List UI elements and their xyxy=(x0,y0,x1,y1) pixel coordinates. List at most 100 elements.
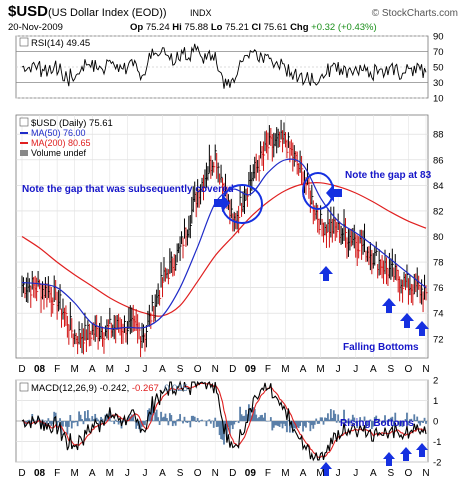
macd-hist-bar xyxy=(376,421,379,423)
macd-hist-bar xyxy=(389,417,392,422)
macd-hist-bar xyxy=(331,417,334,422)
macd-hist-bar xyxy=(242,416,244,422)
macd-hist-bar xyxy=(381,421,383,424)
x-axis-label: M xyxy=(106,364,114,375)
rsi-axis-ticks: 90 70 50 30 10 xyxy=(433,32,444,105)
macd-hist-bar xyxy=(66,421,69,435)
macd-hist-bar xyxy=(272,421,275,428)
legend-ma50: MA(50) 76.00 xyxy=(31,128,86,138)
macd-hist-bar xyxy=(199,420,202,422)
x-axis-label: M xyxy=(281,364,289,375)
macd-hist-bar xyxy=(211,420,214,422)
macd-hist-bar xyxy=(350,419,353,422)
volume-swatch xyxy=(20,150,28,156)
macd-hist-bar xyxy=(305,421,307,428)
macd-hist-bar xyxy=(255,414,258,422)
macd-hist-bar xyxy=(249,408,252,422)
macd-hist-bar xyxy=(226,421,228,440)
macd-hist-bar xyxy=(413,414,416,422)
macd-hist-bar xyxy=(166,418,168,422)
x-axis-label: M xyxy=(106,468,114,479)
falling-bottoms-note: Falling Bottoms xyxy=(343,342,419,353)
macd-hist-bar xyxy=(372,421,375,427)
rsi-line xyxy=(21,43,427,89)
macd-hist-bar xyxy=(228,421,231,435)
macd-hist-bar xyxy=(275,421,278,426)
macd-hist-bar xyxy=(310,421,313,426)
macd-hist-bar xyxy=(261,414,263,422)
chart-header: $USD (US Dollar Index (EOD)) INDX © Stoc… xyxy=(8,3,458,33)
macd-hist-bar xyxy=(353,417,356,422)
macd-up-arrow-1 xyxy=(320,462,332,476)
macd-hist-bar xyxy=(152,420,155,422)
macd-hist-bar xyxy=(41,419,44,422)
price-collapse-icon[interactable] xyxy=(19,117,29,127)
macd-hist-bar xyxy=(287,419,290,422)
macd-hist-bar xyxy=(206,420,209,422)
macd-hist-bar xyxy=(313,421,316,425)
macd-hist-bar xyxy=(233,421,236,425)
macd-hist-bar xyxy=(368,420,370,422)
macd-hist-bar xyxy=(346,421,348,424)
macd-hist-bar xyxy=(375,415,378,422)
price-tick-label: 78 xyxy=(433,258,444,269)
ma50-path xyxy=(21,158,427,330)
price-tick-label: 80 xyxy=(433,232,444,243)
macd-hist-bar xyxy=(73,421,76,423)
macd-hist-bar xyxy=(142,421,145,426)
x-axis-label: O xyxy=(194,468,202,479)
macd-hist-bar xyxy=(281,421,284,429)
rsi-tick-label: 10 xyxy=(433,94,444,105)
x-axis-label: J xyxy=(125,364,130,375)
macd-hist-bar xyxy=(422,421,424,423)
macd-hist-bar xyxy=(208,419,211,422)
rising-bottoms-note: Rising Bottoms xyxy=(340,418,414,429)
close-value: 75.61 xyxy=(264,22,288,33)
macd-collapse-icon[interactable] xyxy=(19,382,29,392)
macd-value: -0.242 xyxy=(100,383,127,394)
macd-hist-bar xyxy=(297,421,300,429)
macd-hist-bar xyxy=(43,421,45,429)
close-label: Cl xyxy=(252,22,262,33)
macd-tick-label: -1 xyxy=(433,437,441,448)
macd-hist-bar xyxy=(95,417,98,422)
x-axis-label: M xyxy=(71,468,79,479)
macd-hist-bar xyxy=(84,411,86,422)
macd-hist-bar xyxy=(144,421,146,426)
macd-hist-bar xyxy=(79,414,82,422)
source-credit: © StockCharts.com xyxy=(372,8,458,19)
macd-hist-bar xyxy=(148,408,151,422)
macd-hist-bar xyxy=(190,415,193,422)
macd-hist-bar xyxy=(75,421,78,422)
macd-hist-bar xyxy=(127,416,130,422)
macd-hist-bar xyxy=(198,421,201,423)
macd-hist-bar xyxy=(337,414,340,422)
macd-hist-bar xyxy=(113,421,116,425)
macd-hist-bar xyxy=(237,421,240,424)
macd-hist-bar xyxy=(201,419,203,422)
macd-hist-bar xyxy=(408,419,411,422)
macd-hist-bar xyxy=(299,421,302,426)
change-value: +0.32 (+0.43%) xyxy=(311,22,377,33)
ma200-line xyxy=(21,182,427,317)
macd-up-arrow-3 xyxy=(400,447,412,461)
macd-hist-bar xyxy=(185,421,187,423)
price-bars xyxy=(21,119,428,358)
rsi-tick-label: 70 xyxy=(433,47,444,58)
macd-hist-bar xyxy=(388,418,391,422)
low-label: Lo xyxy=(211,22,223,33)
macd-hist-bar xyxy=(88,418,91,422)
macd-hist-bar xyxy=(171,421,174,427)
macd-signal-value: -0.267 xyxy=(132,383,159,394)
macd-hist-bar xyxy=(359,417,362,422)
macd-hist-bar xyxy=(416,416,419,422)
macd-hist-bar xyxy=(318,421,321,424)
macd-panel: 2 1 0 -1 -2 MACD(12,26,9) -0.242, -0.267, 0.… xyxy=(15,376,441,476)
macd-hist-bar xyxy=(253,408,256,422)
macd-hist-bar xyxy=(107,420,110,422)
rsi-collapse-icon[interactable] xyxy=(19,37,29,47)
x-axis-label: F xyxy=(54,468,60,479)
macd-hist-bar xyxy=(47,418,50,422)
price-legend: $USD (Daily) 75.61 MA(50) 76.00 MA(200) … xyxy=(19,117,113,158)
macd-hist-bar xyxy=(394,412,397,422)
